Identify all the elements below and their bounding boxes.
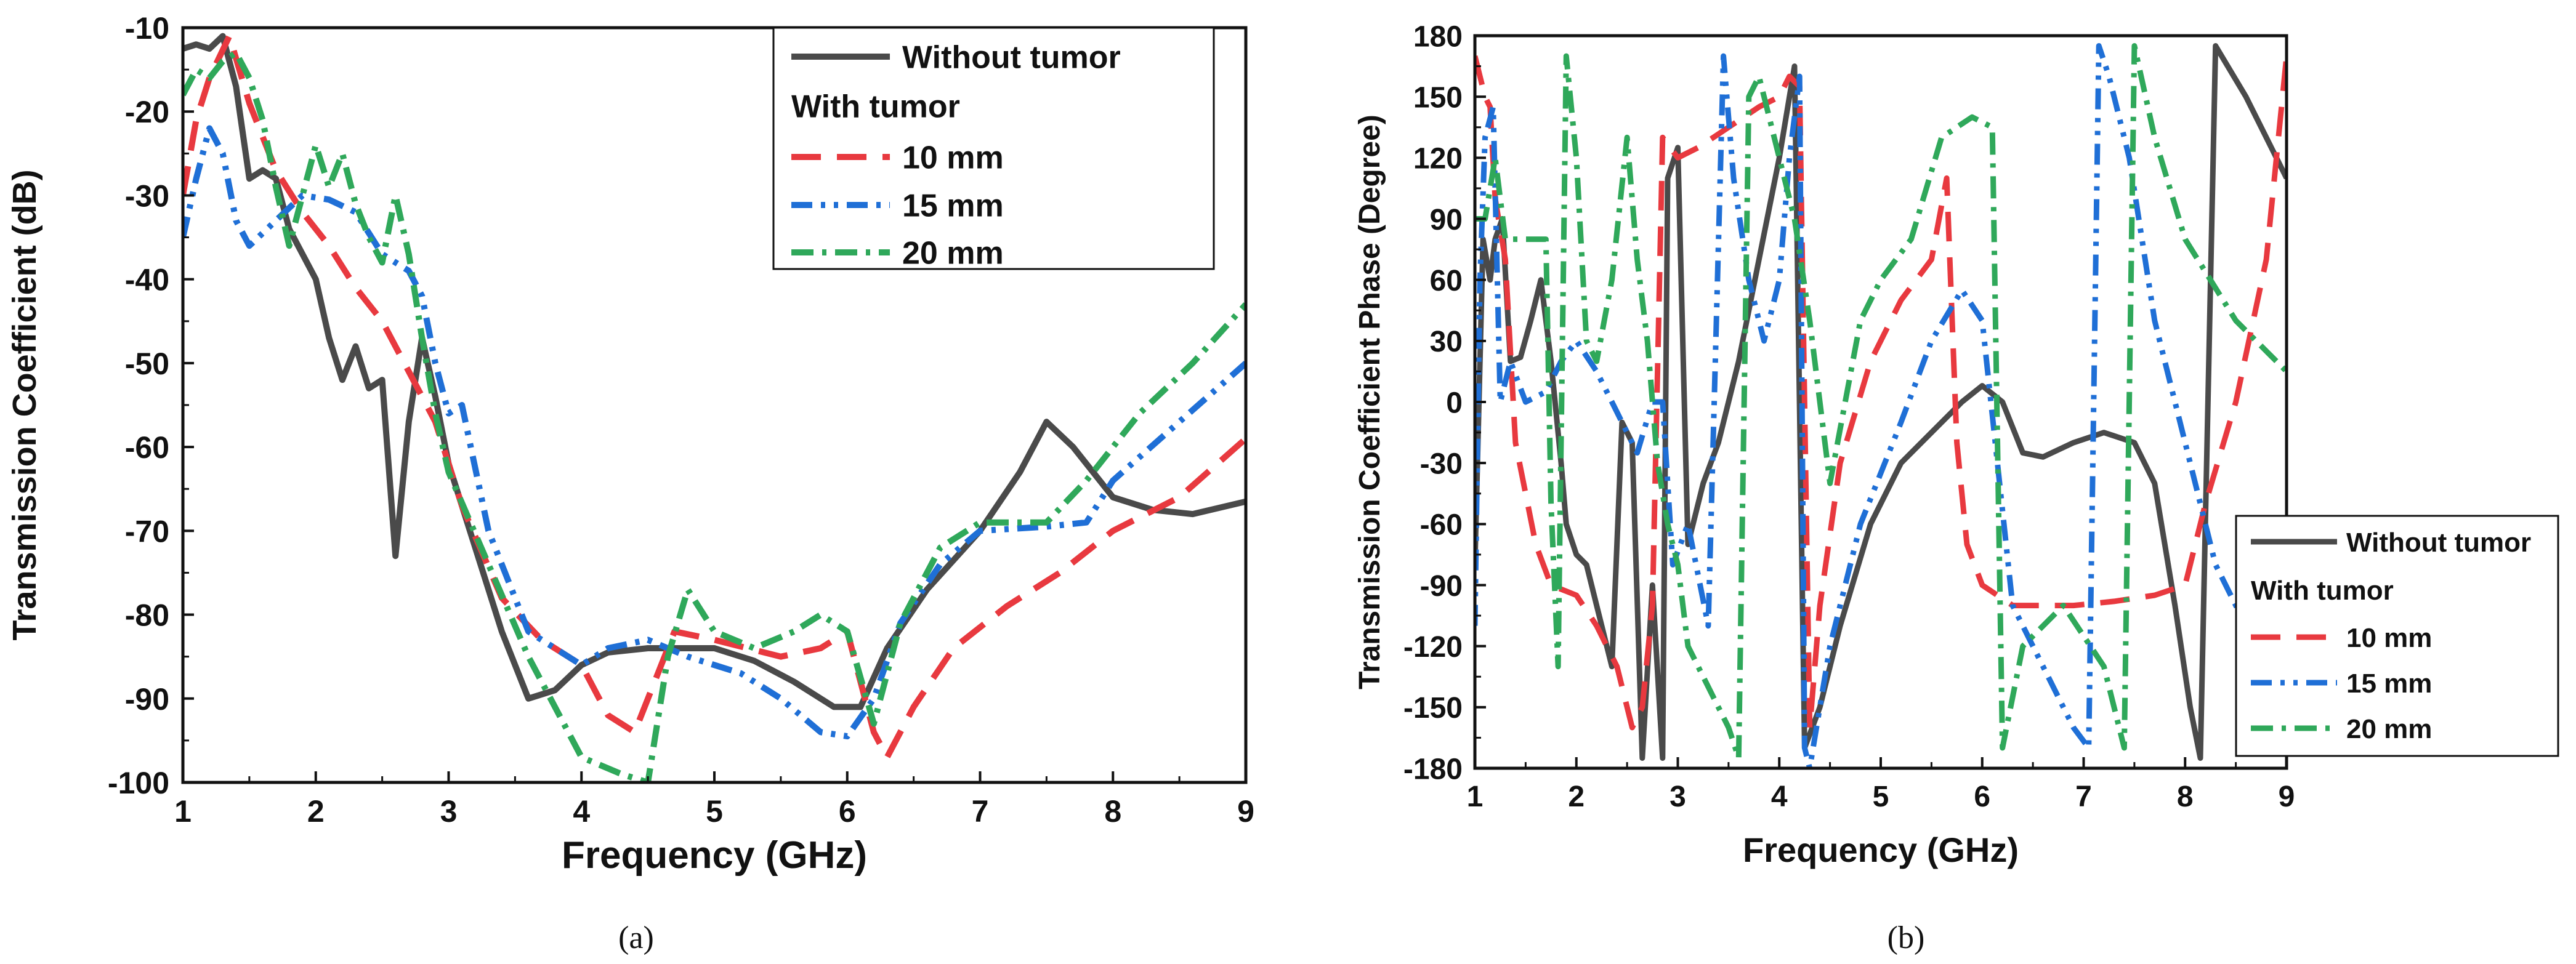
series-line-20-mm [1475,43,2287,761]
caption-a: (a) [618,920,654,955]
legend: Without tumor With tumor 10 mm 15 mm 20 mm [772,26,1215,271]
y-tick-label: -40 [125,263,169,297]
plot-frame [1473,34,2288,770]
x-axis-title: Frequency (GHz) [562,834,867,877]
x-tick-label: 6 [1974,781,1990,813]
x-tick-label: 6 [839,794,856,829]
series-line-20-mm [183,49,1246,782]
y-tick-label: -60 [125,430,169,465]
legend: Without tumor With tumor 10 mm 15 mm 20 mm [2235,515,2559,757]
y-tick-label: -90 [1420,570,1463,603]
legend-label-20-mm: 20 mm [2346,714,2432,744]
x-tick-label: 5 [1873,781,1889,813]
x-tick-label: 4 [1771,781,1788,813]
legend-label-without-tumor: Without tumor [2346,528,2531,558]
x-tick-label: 7 [2075,781,2092,813]
y-tick-label: 180 [1413,20,1463,53]
x-tick-label: 9 [1237,794,1254,829]
x-tick-label: 1 [1467,781,1484,813]
legend-box [2235,515,2559,757]
series-line-without-tumor [1475,43,2287,761]
y-axis-title: Transmission Coefficient (dB) [6,169,43,640]
x-tick-label: 3 [440,794,458,829]
y-tick-label: -20 [125,95,169,129]
legend-group-label: With tumor [791,89,960,125]
x-tick-label: 3 [1670,781,1686,813]
y-tick-label: -60 [1420,509,1463,542]
y-tick-label: -150 [1403,692,1463,725]
series-line-15-mm [183,125,1246,740]
legend-box [772,26,1215,270]
y-tick-label: -30 [125,179,169,213]
x-tick-label: 2 [307,794,325,829]
x-tick-label: 9 [2279,781,2295,813]
y-tick-label: 0 [1446,387,1463,419]
legend-group-label: With tumor [2251,576,2394,606]
panel-a-chart: 1 2 3 4 5 6 7 8 9 -100 -90 -80 -70 -60 -50 -40 -30 -20 -10… [6,11,1254,877]
y-tick-label: -120 [1403,631,1463,664]
x-tick-label: 5 [706,794,723,829]
y-tick-label: 150 [1413,81,1463,114]
x-tick-label: 2 [1568,781,1585,813]
x-axis-title: Frequency (GHz) [1743,830,2019,869]
y-tick-label: 120 [1413,143,1463,175]
legend-label-20-mm: 20 mm [902,236,1004,271]
y-tick-label: 30 [1430,326,1463,358]
x-tick-label: 7 [972,794,989,829]
series-line-10-mm [1475,55,2287,731]
y-tick-label: -180 [1403,753,1463,785]
series-group [1475,43,2287,768]
x-tick-label: 1 [174,794,192,829]
legend-label-10-mm: 10 mm [902,140,1004,176]
y-tick-label: 90 [1430,204,1463,236]
y-axis-title: Transmission Coefficient Phase (Degree) [1354,114,1386,689]
x-tick-label: 4 [573,794,590,829]
series-line-10-mm [183,33,1246,761]
y-tick-label: -30 [1420,448,1463,480]
x-tick-label: 8 [2177,781,2194,813]
legend-label-10-mm: 10 mm [2346,623,2432,653]
y-tick-label: 60 [1430,265,1463,297]
caption-b: (b) [1888,920,1925,955]
x-tick-label: 8 [1104,794,1121,829]
y-tick-label: -80 [125,598,169,633]
legend-label-15-mm: 15 mm [2346,669,2432,699]
legend-label-without-tumor: Without tumor [902,40,1121,76]
legend-label-15-mm: 15 mm [902,188,1004,224]
y-tick-label: -90 [125,682,169,717]
panel-b-chart: 1 2 3 4 5 6 7 8 9 -180 -150 -120 -90 -60 -30 0 30 60 90 120… [1354,20,2559,869]
series-group [183,33,1246,782]
series-line-15-mm [1475,43,2287,768]
y-tick-label: -10 [125,11,169,46]
y-tick-label: -50 [125,347,169,381]
y-tick-label: -70 [125,514,169,548]
y-tick-label: -100 [108,766,169,800]
